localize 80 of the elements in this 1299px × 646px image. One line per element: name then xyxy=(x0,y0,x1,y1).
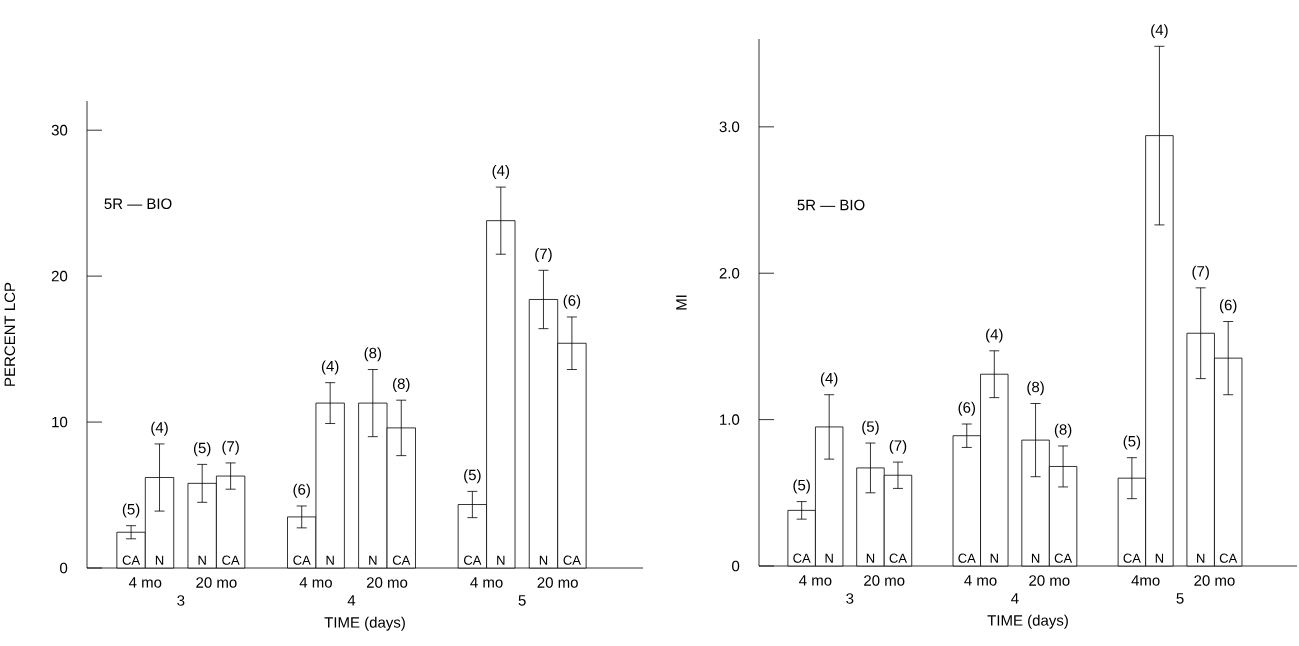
x-tick-label: N xyxy=(866,553,875,563)
x-tick-label: N xyxy=(1155,553,1164,563)
x-tick-label: CA xyxy=(1054,553,1073,563)
x-tick-label: N xyxy=(155,555,164,565)
text: 5 xyxy=(1176,593,1184,604)
annotation: (7) xyxy=(889,439,907,454)
annotation: (4) xyxy=(151,421,168,436)
annotation: (6) xyxy=(958,401,976,416)
text: 4mo xyxy=(1131,575,1160,586)
text: 4 mo xyxy=(964,575,997,586)
text: 3 xyxy=(846,593,854,604)
annotation: 5R — BIO xyxy=(104,198,172,210)
x-tick-label: CA xyxy=(464,555,482,565)
text: 5 xyxy=(518,595,526,606)
text: 20 mo xyxy=(1029,575,1070,586)
x-tick-label: N xyxy=(369,555,377,565)
annotation: (7) xyxy=(222,440,239,455)
y-axis-title: MI xyxy=(676,295,687,310)
annotation: (5) xyxy=(464,469,481,484)
text: 20 mo xyxy=(537,577,578,588)
y-tick-label: 10 xyxy=(52,416,68,428)
y-tick-label: 0 xyxy=(60,562,68,574)
x-tick-label: N xyxy=(990,553,998,563)
x-tick-label: N xyxy=(326,555,334,565)
annotation: (4) xyxy=(820,372,838,387)
y-axis-title: PERCENT LCP xyxy=(4,282,16,386)
x-tick-label: CA xyxy=(222,555,240,565)
x-tick-label: CA xyxy=(122,555,141,565)
x-tick-label: CA xyxy=(563,555,581,565)
x-tick-label: CA xyxy=(793,553,811,563)
annotation: (7) xyxy=(535,248,552,263)
x-tick-label: CA xyxy=(1123,553,1141,563)
text: 4 mo xyxy=(470,577,503,588)
y-tick-label: 3.0 xyxy=(719,121,740,133)
annotation: (8) xyxy=(1027,381,1044,396)
annotation: (5) xyxy=(862,420,879,435)
annotation: (6) xyxy=(293,483,310,498)
x-tick-label: N xyxy=(1197,553,1205,563)
text: 4 xyxy=(347,595,356,606)
annotation: (5) xyxy=(122,503,140,518)
x-tick-label: CA xyxy=(293,555,311,565)
text: 4 mo xyxy=(128,577,162,588)
annotation: (4) xyxy=(492,164,510,179)
annotation: (4) xyxy=(321,360,339,375)
annotation: (6) xyxy=(563,294,581,309)
annotation: (6) xyxy=(1219,299,1237,314)
annotation: 5R — BIO xyxy=(797,199,865,211)
annotation: (5) xyxy=(793,479,810,494)
x-tick-label: N xyxy=(1031,553,1040,563)
x-axis-title: TIME (days) xyxy=(987,614,1068,629)
y-tick-label: 1.0 xyxy=(720,414,740,425)
y-tick-label: 0 xyxy=(732,560,740,572)
text: 4 mo xyxy=(299,577,332,588)
annotation: (8) xyxy=(1054,423,1072,438)
text: 3 xyxy=(177,595,185,606)
text: 4 xyxy=(1011,593,1019,604)
text: 20 mo xyxy=(864,575,905,586)
x-tick-label: N xyxy=(825,553,833,563)
x-tick-label: CA xyxy=(958,553,976,563)
x-tick-label: N xyxy=(198,555,206,565)
annotation: (8) xyxy=(393,378,410,392)
x-tick-label: N xyxy=(497,555,505,565)
x-tick-label: CA xyxy=(1219,553,1238,563)
x-tick-label: CA xyxy=(392,555,411,565)
annotation: (5) xyxy=(193,442,211,457)
annotation: (5) xyxy=(1123,435,1141,450)
y-tick-label: 20 xyxy=(51,270,68,282)
text: 20 mo xyxy=(196,577,237,588)
text: 4 mo xyxy=(799,575,832,586)
text: 20 mo xyxy=(1194,575,1235,586)
x-axis-title: TIME (days) xyxy=(324,616,405,631)
annotation: (8) xyxy=(364,347,382,362)
y-tick-label: 30 xyxy=(51,124,68,136)
y-tick-label: 2.0 xyxy=(719,267,740,279)
annotation: (4) xyxy=(986,328,1003,343)
text: 20 mo xyxy=(366,577,408,588)
annotation: (7) xyxy=(1192,265,1209,280)
x-tick-label: CA xyxy=(889,553,907,563)
text: (4) xyxy=(1151,24,1168,39)
x-tick-label: N xyxy=(539,555,548,565)
